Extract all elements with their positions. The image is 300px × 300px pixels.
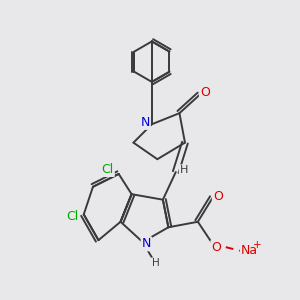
- Text: N: N: [140, 116, 150, 129]
- Text: H: H: [152, 258, 159, 268]
- Text: Cl: Cl: [101, 163, 114, 176]
- Text: Cl: Cl: [67, 210, 79, 223]
- Text: O: O: [213, 190, 223, 202]
- Text: N: N: [142, 237, 151, 250]
- Text: +: +: [253, 240, 262, 250]
- Text: H: H: [180, 165, 188, 175]
- Text: Na: Na: [241, 244, 258, 257]
- Text: O: O: [211, 241, 221, 254]
- Text: O: O: [200, 86, 210, 100]
